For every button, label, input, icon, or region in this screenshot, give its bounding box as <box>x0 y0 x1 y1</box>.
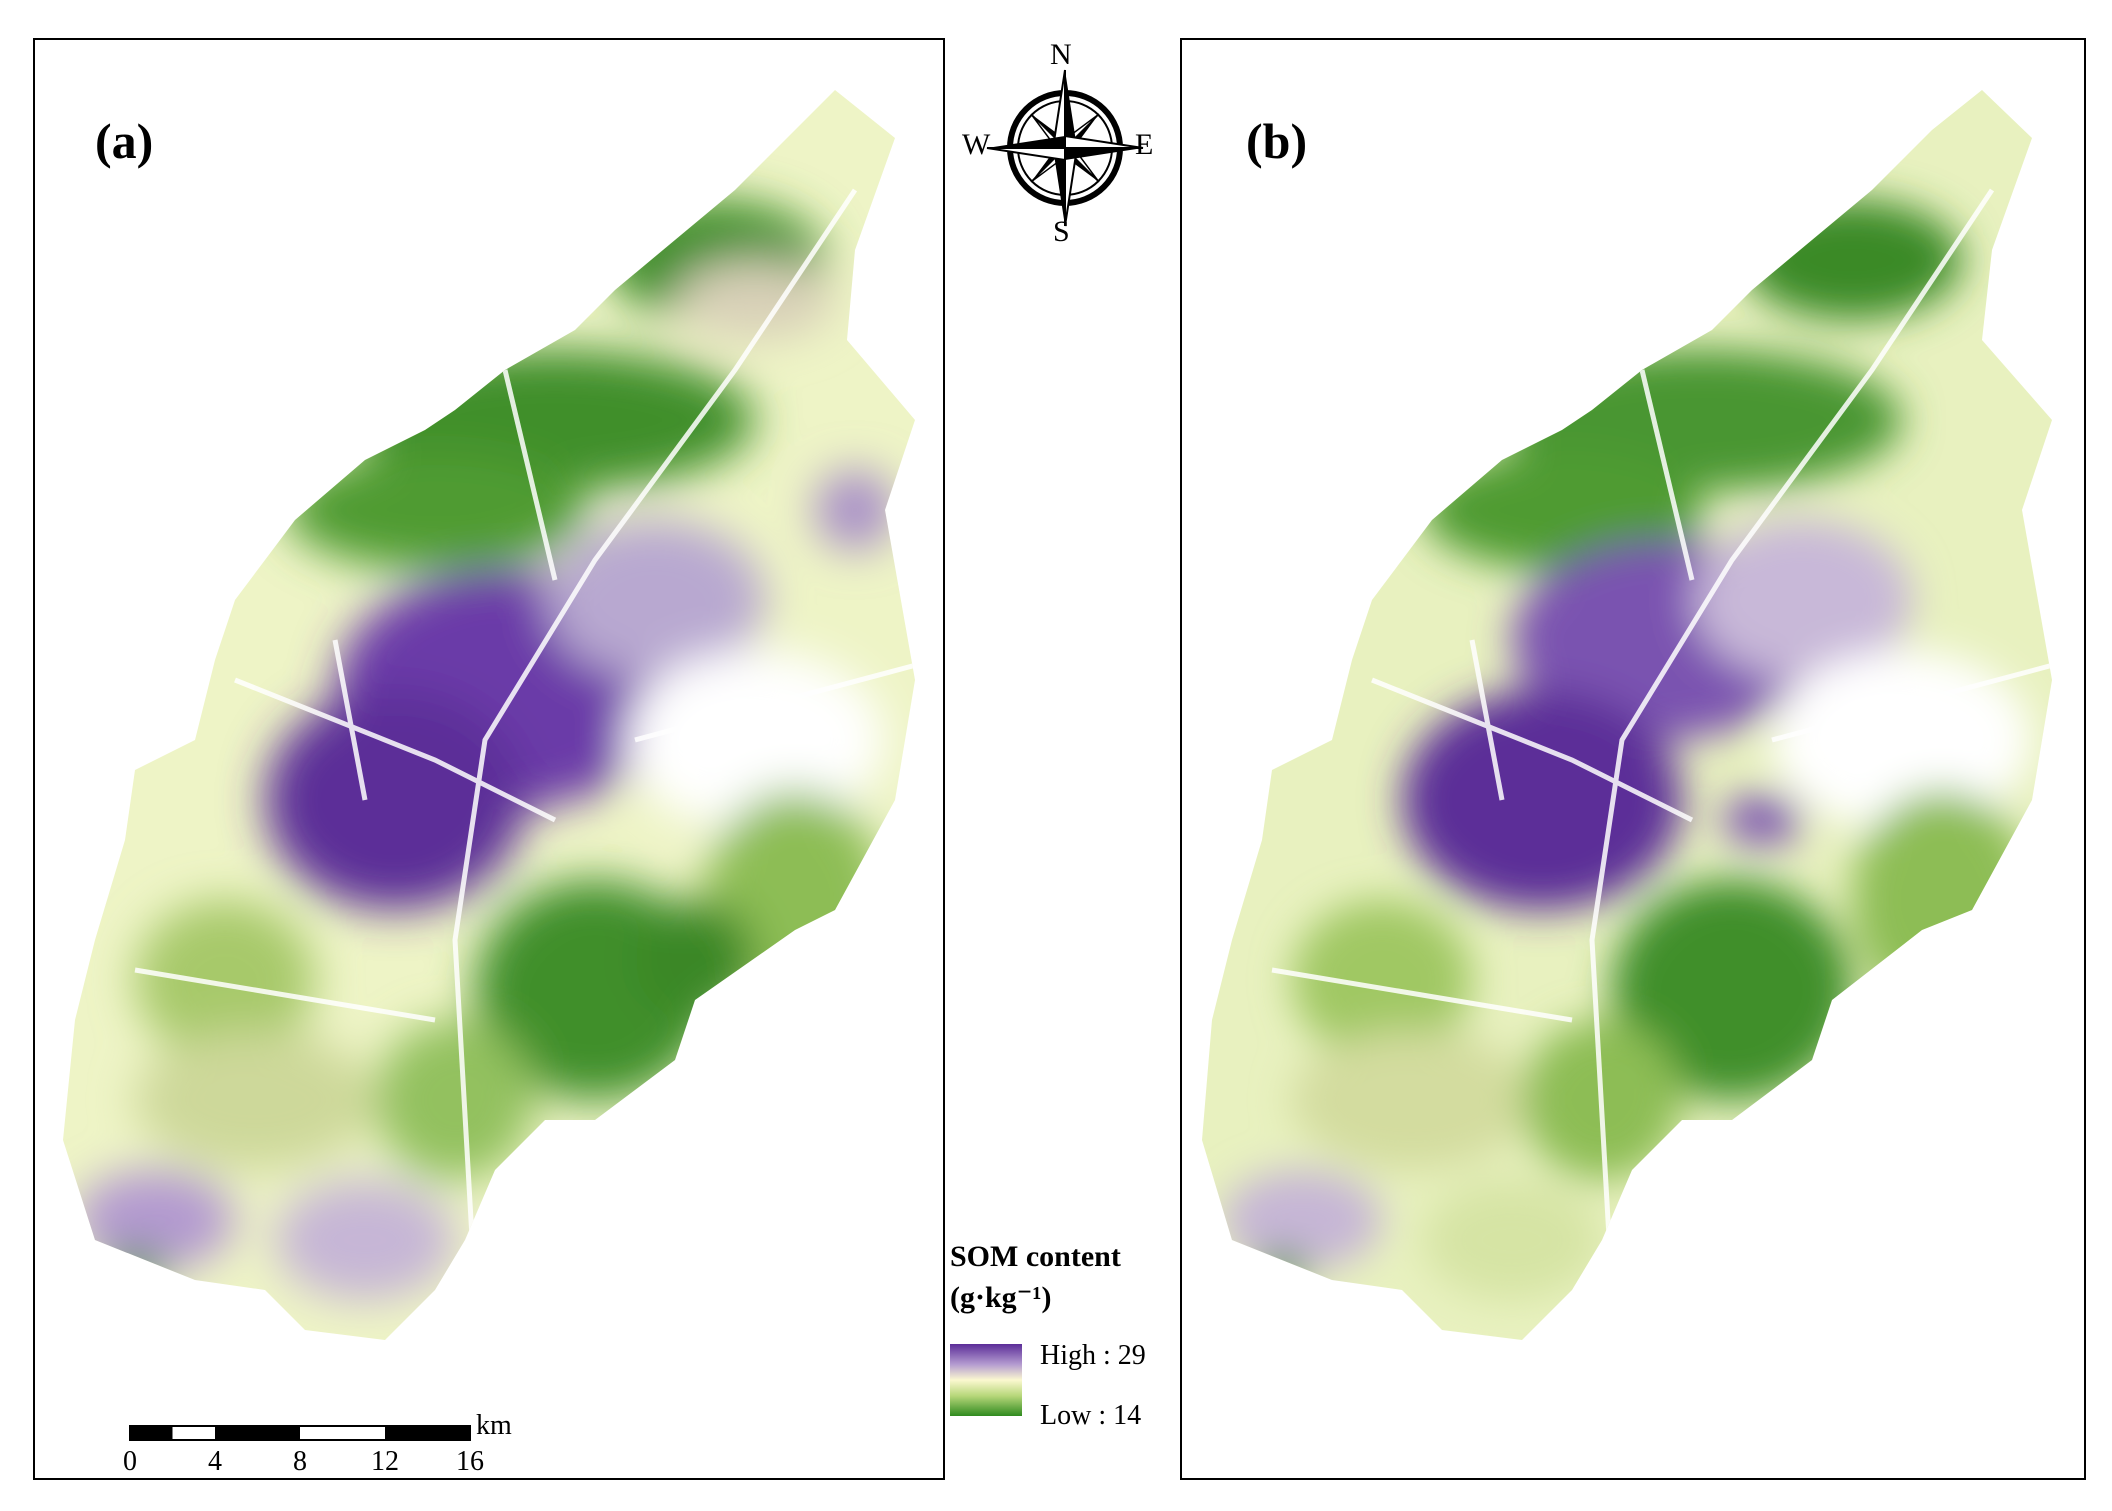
panel-label-a: (a) <box>95 113 154 169</box>
compass-west-label: W <box>962 128 991 161</box>
scale-bar-graphic <box>129 1425 471 1441</box>
legend-color-ramp <box>950 1344 1022 1416</box>
legend: SOM content (g·kg⁻¹) High : 29 Low : 14 <box>950 1240 1180 1470</box>
scale-tick-12: 12 <box>371 1446 399 1477</box>
legend-high-label: High : 29 <box>1040 1340 1146 1371</box>
scale-unit-label: km <box>476 1410 512 1441</box>
compass-north-label: N <box>1050 38 1072 71</box>
scale-tick-16: 16 <box>456 1446 484 1477</box>
som-map-a <box>63 90 915 1340</box>
legend-unit: (g·kg⁻¹) <box>950 1281 1052 1314</box>
scale-tick-4: 4 <box>208 1446 222 1477</box>
som-map-b <box>1202 90 2052 1340</box>
scale-tick-0: 0 <box>123 1446 137 1477</box>
compass-east-label: E <box>1135 128 1154 161</box>
map-panel-b: (b) <box>1180 38 2086 1480</box>
compass-south-label: S <box>1053 215 1070 248</box>
map-panel-a: (a) <box>33 38 945 1480</box>
legend-title: SOM content <box>950 1240 1121 1273</box>
panel-label-b: (b) <box>1246 113 1308 169</box>
legend-low-label: Low : 14 <box>1040 1400 1142 1431</box>
scale-bar: 0 4 8 12 16 km <box>123 1410 528 1478</box>
scale-tick-8: 8 <box>293 1446 307 1477</box>
north-arrow-compass-icon <box>986 69 1144 227</box>
